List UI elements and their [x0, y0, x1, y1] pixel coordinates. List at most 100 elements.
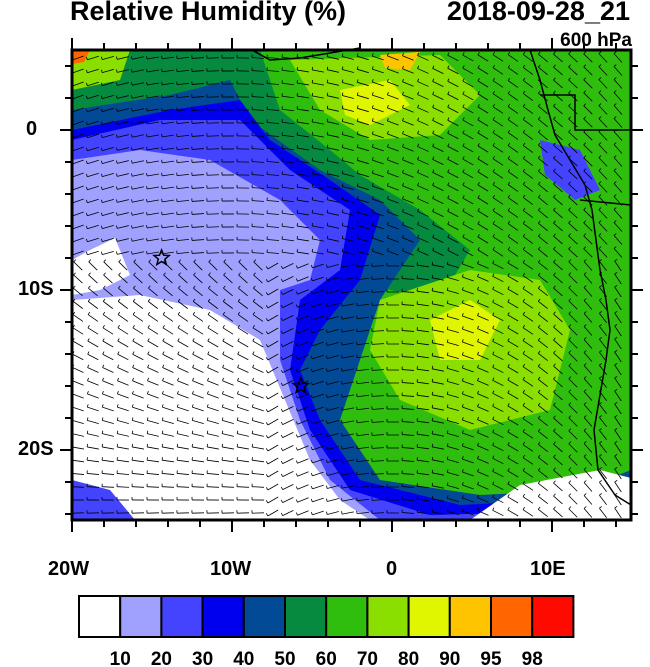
wind-barb — [72, 211, 84, 217]
wind-barb-flag — [431, 339, 434, 343]
wind-barb — [614, 442, 622, 454]
wind-barb-flag — [432, 221, 435, 225]
wind-barb-flag — [386, 65, 389, 70]
wind-barb — [223, 261, 233, 271]
wind-barb — [417, 329, 429, 333]
wind-barb-flag — [538, 220, 541, 224]
wind-barb-flag — [341, 196, 344, 200]
wind-barb — [192, 420, 204, 424]
wind-barb-flag — [237, 311, 241, 315]
wind-barb-flag — [72, 298, 76, 302]
wind-barb — [133, 287, 143, 297]
wind-barb — [342, 277, 354, 281]
wind-barb-flag — [252, 351, 255, 355]
wind-barb-flag — [280, 265, 283, 269]
wind-barb — [266, 252, 280, 254]
wind-barb-flag — [116, 186, 118, 190]
wind-barb-flag — [311, 79, 314, 83]
wind-barb — [492, 405, 504, 413]
wind-barb — [191, 96, 205, 98]
wind-barb-flag — [583, 298, 587, 301]
wind-barb-flag — [614, 311, 618, 314]
wind-barb — [372, 107, 384, 113]
wind-barb-flag — [538, 155, 541, 159]
wind-barb — [507, 353, 519, 361]
wind-barb — [267, 496, 279, 504]
wind-barb — [357, 68, 369, 74]
wind-barb — [342, 342, 354, 346]
wind-barb — [87, 146, 99, 152]
wind-barb — [417, 237, 429, 243]
wind-barb — [432, 407, 444, 411]
wind-barb-flag — [252, 377, 254, 381]
wind-barb — [117, 199, 129, 203]
wind-barb — [162, 160, 174, 164]
wind-barb-flag — [326, 316, 328, 320]
wind-barb — [177, 314, 189, 322]
wind-barb — [613, 118, 623, 128]
wind-barb-flag — [310, 511, 313, 516]
wind-barb — [327, 407, 339, 411]
wind-barb — [72, 237, 84, 243]
wind-barb — [371, 304, 385, 306]
wind-barb-flag — [477, 325, 479, 329]
wind-barb-flag — [101, 404, 104, 408]
wind-barb-flag — [310, 485, 313, 490]
wind-barb — [522, 366, 534, 374]
wind-barb-flag — [598, 51, 602, 54]
wind-barb-flag — [417, 182, 420, 186]
wind-barb — [568, 482, 578, 492]
wind-barb-flag — [280, 317, 283, 321]
wind-barb — [192, 406, 204, 412]
wind-barb-flag — [311, 209, 314, 213]
wind-barb — [492, 249, 504, 257]
wind-barb-flag — [311, 157, 314, 161]
wind-barb-flag — [326, 355, 328, 359]
wind-barb-flag — [583, 389, 587, 392]
wind-barb-flag — [446, 495, 449, 499]
wind-barb — [507, 288, 519, 296]
wind-barb — [492, 67, 504, 75]
wind-barb — [177, 327, 189, 335]
wind-barb-flag — [147, 311, 151, 315]
wind-barb — [599, 416, 607, 428]
wind-barb-flag — [522, 350, 526, 354]
wind-barb-flag — [341, 277, 343, 281]
wind-barb-flag — [461, 352, 464, 356]
wind-barb-flag — [477, 455, 479, 459]
wind-barb-flag — [356, 131, 359, 135]
wind-barb-flag — [222, 311, 226, 315]
wind-barb-flag — [598, 155, 602, 158]
wind-barb — [252, 340, 264, 348]
wind-barb-flag — [583, 337, 587, 340]
wind-barb-flag — [148, 285, 151, 289]
wind-barb — [507, 184, 519, 192]
wind-barb — [222, 353, 234, 361]
wind-barb-flag — [311, 222, 314, 226]
wind-barb-flag — [492, 390, 495, 394]
wind-barb-flag — [295, 330, 298, 334]
wind-barb-flag — [477, 442, 479, 446]
wind-barb-flag — [161, 443, 164, 447]
wind-barb — [342, 446, 354, 450]
wind-barb-flag — [538, 129, 541, 133]
wind-barb-flag — [223, 259, 227, 263]
wind-barb — [281, 69, 295, 73]
wind-barb — [447, 171, 459, 179]
wind-barb — [568, 313, 578, 323]
wind-barb — [492, 353, 504, 361]
wind-barb-flag — [386, 221, 389, 226]
wind-barb-flag — [176, 443, 179, 447]
wind-barb — [297, 406, 309, 412]
wind-barb — [116, 473, 130, 475]
wind-barb-flag — [326, 209, 329, 213]
wind-barb — [492, 106, 504, 114]
wind-barb — [583, 248, 593, 258]
wind-barb — [568, 66, 578, 76]
wind-barb — [147, 301, 159, 309]
wind-barb-flag — [295, 473, 298, 477]
wind-barb-flag — [507, 416, 510, 420]
wind-barb — [266, 122, 280, 124]
wind-barb — [72, 68, 84, 74]
wind-barb-flag — [417, 208, 420, 212]
